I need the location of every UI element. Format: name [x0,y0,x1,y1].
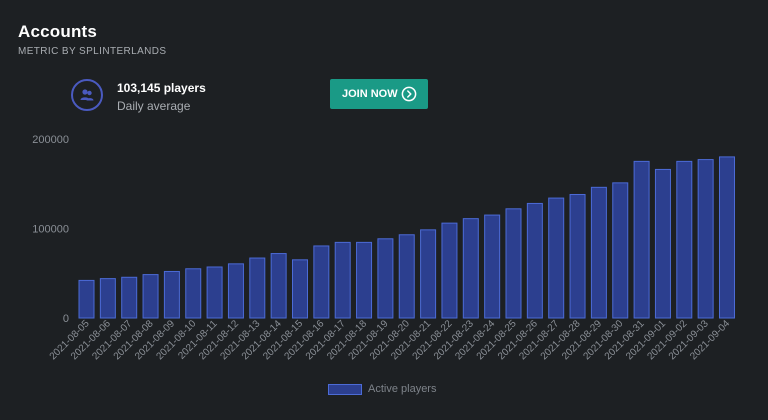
users-icon [71,79,103,111]
daily-average-label: Daily average [117,99,191,113]
bar[interactable] [249,257,266,319]
bar[interactable] [590,186,607,319]
bar[interactable] [420,229,437,319]
legend-label: Active players [368,383,437,395]
bar[interactable] [377,238,394,319]
bar[interactable] [462,218,479,319]
bar[interactable] [526,202,543,319]
bar[interactable] [676,160,693,319]
bar[interactable] [505,208,522,319]
bar[interactable] [99,278,116,319]
legend-swatch [328,383,362,395]
bar[interactable] [633,160,650,319]
bar[interactable] [334,241,351,319]
bar-chart: 20000010000002021-08-052021-08-062021-08… [32,134,735,362]
bar[interactable] [654,168,671,319]
bar[interactable] [270,253,287,319]
daily-average-value: 103,145 players [117,81,206,95]
bar[interactable] [484,214,501,319]
chevron-right-circle-icon [401,86,417,102]
chart-legend[interactable]: Active players [328,383,436,395]
bar[interactable] [121,276,138,319]
bar[interactable] [163,270,180,319]
join-now-button[interactable]: JOIN NOW [330,79,428,109]
bar[interactable] [569,193,586,319]
bar[interactable] [185,268,202,319]
y-tick-label: 200000 [32,134,69,146]
bar[interactable] [206,266,223,319]
bar[interactable] [612,182,629,319]
join-now-label: JOIN NOW [342,88,398,100]
bar[interactable] [292,259,308,319]
chart-subtitle: METRIC BY SPLINTERLANDS [18,46,167,57]
bar[interactable] [441,222,458,319]
bar[interactable] [78,279,95,319]
bar[interactable] [227,263,244,319]
y-tick-label: 100000 [32,224,69,236]
bar[interactable] [142,274,159,319]
bar[interactable] [398,234,415,319]
bar[interactable] [313,245,330,319]
chart-title: Accounts [18,22,98,41]
bar[interactable] [697,159,714,319]
bar[interactable] [548,197,565,319]
y-tick-label: 0 [63,313,69,325]
bar[interactable] [356,241,373,319]
bar[interactable] [719,156,735,319]
